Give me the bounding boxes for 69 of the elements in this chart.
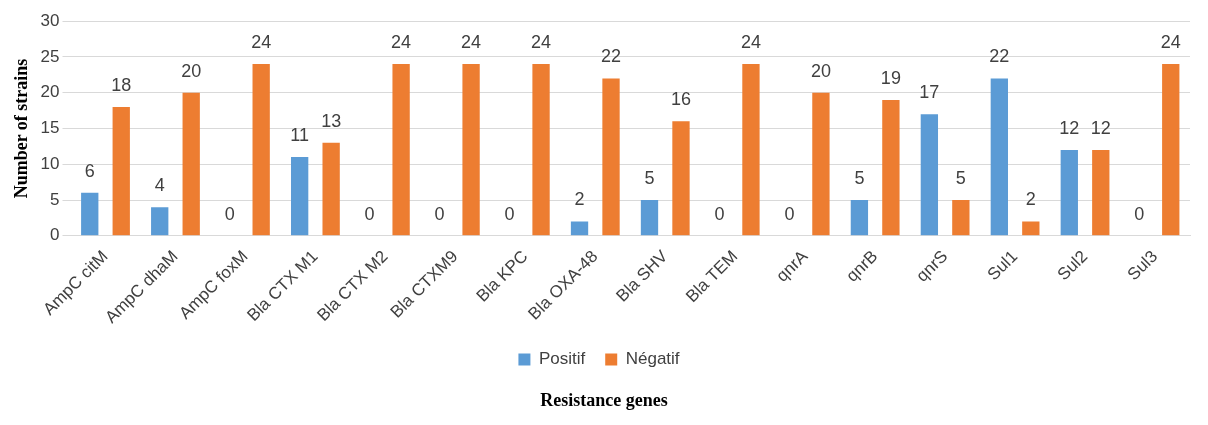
data-label: 6 (84, 160, 95, 181)
bar (920, 114, 939, 236)
bar (1162, 64, 1180, 236)
data-label: 19 (880, 67, 901, 88)
bar (952, 200, 970, 236)
bar (812, 92, 830, 236)
data-label: 0 (224, 203, 235, 224)
bar (1022, 221, 1040, 236)
data-label: 0 (504, 203, 515, 224)
y-tick-label: 20 (40, 82, 60, 102)
data-label: 0 (714, 203, 725, 224)
bar (602, 78, 620, 236)
bar (1092, 149, 1110, 236)
data-label: 12 (1059, 117, 1080, 138)
data-label: 24 (251, 32, 272, 53)
data-label: 24 (531, 32, 552, 53)
bar (532, 64, 550, 236)
data-label: 24 (461, 32, 482, 53)
bar (252, 64, 270, 236)
x-tick-label: Sul1 (983, 246, 1022, 285)
data-label: 16 (670, 89, 691, 110)
data-label: 24 (740, 32, 761, 53)
data-label: 4 (154, 175, 165, 196)
data-label: 11 (290, 125, 309, 146)
x-axis-title: Resistance genes (539, 390, 669, 411)
data-label: 5 (854, 167, 865, 188)
bar (640, 200, 659, 236)
bar (81, 192, 99, 236)
bar (291, 157, 309, 236)
bar (1060, 149, 1078, 236)
bar (672, 121, 690, 236)
data-label: 0 (364, 203, 375, 224)
bar (742, 64, 760, 236)
y-tick-label: 15 (40, 118, 60, 138)
bar (112, 107, 130, 236)
data-label: 17 (919, 82, 940, 103)
data-label: 24 (391, 32, 412, 53)
data-label: 2 (574, 189, 585, 210)
data-label: 13 (321, 110, 342, 131)
bar (151, 207, 169, 236)
y-tick-label: 10 (40, 153, 60, 173)
bar (990, 78, 1008, 236)
bar (882, 99, 900, 236)
data-label: 12 (1090, 117, 1111, 138)
data-label: 18 (111, 75, 132, 95)
y-axis-title: Number of strains (11, 58, 32, 199)
bar (570, 221, 589, 236)
y-tick-label: 5 (50, 189, 60, 209)
data-label: 5 (955, 167, 966, 188)
data-label: 0 (1134, 203, 1145, 224)
data-label: 22 (989, 46, 1010, 67)
y-tick-label: 30 (40, 10, 60, 30)
bar (462, 64, 480, 236)
data-label: 24 (1160, 32, 1181, 53)
data-label: 5 (644, 167, 655, 188)
data-label: 2 (1025, 189, 1036, 210)
bar (182, 92, 200, 236)
data-label: 20 (181, 60, 202, 81)
bar (322, 142, 340, 236)
data-label: 0 (434, 203, 445, 224)
data-label: 22 (601, 46, 622, 67)
bar (850, 200, 869, 236)
legend-label: Négatif (625, 349, 680, 369)
y-tick-label: 25 (40, 46, 60, 66)
bar (392, 64, 410, 236)
y-tick-label: 0 (50, 225, 60, 245)
data-label: 20 (810, 60, 831, 81)
legend-label: Positif (538, 349, 586, 369)
data-label: 0 (784, 203, 795, 224)
